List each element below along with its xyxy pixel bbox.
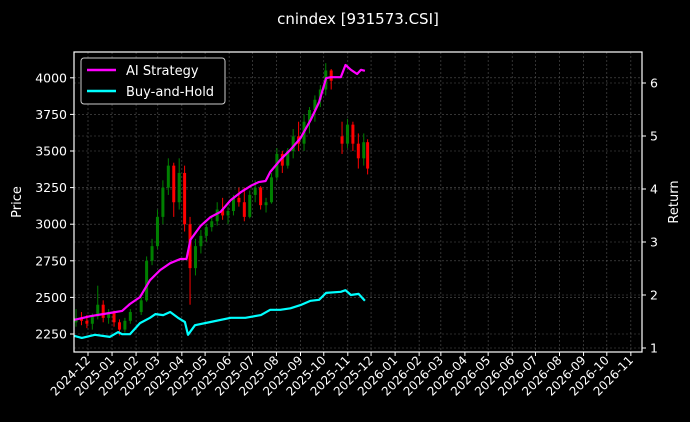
candle-body: [128, 312, 132, 321]
candle-body: [177, 172, 181, 203]
y2-tick-label: 3: [650, 235, 658, 250]
candle-body: [313, 99, 317, 111]
candle-body: [145, 260, 149, 301]
candle-body: [85, 320, 89, 324]
candle-body: [237, 197, 241, 203]
candle-body: [362, 142, 366, 159]
candle-body: [226, 211, 230, 216]
series-line-ai-strategy: [73, 63, 366, 321]
y2-tick-label: 4: [650, 182, 658, 197]
candle-body: [242, 202, 246, 217]
candle-body: [215, 209, 219, 222]
candle-body: [166, 165, 170, 188]
candle-body: [291, 136, 295, 151]
candle-body: [264, 202, 268, 206]
candle-body: [210, 221, 214, 228]
y2-tick-label: 6: [650, 76, 658, 91]
y2-tick-label: 1: [650, 341, 658, 356]
candle-body: [183, 172, 187, 225]
candle-body: [172, 165, 176, 203]
legend-label-buyhold: Buy-and-Hold: [126, 85, 214, 100]
candle-body: [248, 194, 252, 217]
candle-body: [221, 209, 225, 216]
candle-body: [280, 153, 284, 166]
y-axis-return: 1 2 3 4 5 6: [642, 76, 658, 356]
candle-body: [161, 187, 165, 217]
candle-body: [253, 187, 257, 195]
candle-body: [345, 124, 349, 144]
candle-body: [150, 246, 154, 261]
x-axis: 2024-122025-012025-022025-032025-042025-…: [48, 352, 636, 399]
legend: AI Strategy Buy-and-Hold: [80, 57, 226, 105]
candle-body: [259, 187, 263, 206]
candle-body: [351, 124, 355, 144]
return-lines: [73, 63, 366, 339]
legend-label-strategy: AI Strategy: [126, 64, 199, 79]
candle-body: [193, 246, 197, 269]
candle-body: [107, 312, 111, 318]
legend-box: [80, 57, 226, 105]
candle-body: [112, 312, 116, 323]
y-axis-price: 2250 2500 2750 3000 3250 3500 3750 4000: [35, 70, 74, 342]
candle-body: [155, 216, 159, 247]
y2-tick-label: 2: [650, 288, 658, 303]
y-tick-label: 2250: [35, 327, 67, 342]
y-tick-label: 2750: [35, 253, 67, 268]
y-tick-label: 4000: [35, 70, 67, 85]
y-axis-label: Price: [10, 186, 25, 218]
candle-body: [139, 300, 143, 313]
candle-body: [96, 304, 100, 317]
candle-body: [366, 142, 370, 169]
candle-body: [329, 70, 333, 81]
candle-body: [79, 317, 83, 321]
candle-body: [307, 110, 311, 122]
y-tick-label: 3000: [35, 217, 67, 232]
y2-tick-label: 5: [650, 129, 658, 144]
candle-body: [117, 322, 121, 330]
y-tick-label: 3750: [35, 107, 67, 122]
series-line-buy-and-hold: [73, 289, 366, 339]
y-tick-label: 3500: [35, 144, 67, 159]
candle-body: [204, 227, 208, 236]
y2-axis-label: Return: [667, 180, 682, 223]
y-tick-label: 3250: [35, 180, 67, 195]
plot-frame: [73, 51, 643, 353]
candle-body: [269, 177, 273, 203]
candle-body: [101, 304, 105, 318]
candle-body: [356, 143, 360, 159]
candle-body: [340, 136, 344, 144]
chart-title: cnindex [931573.CSI]: [277, 10, 439, 28]
candle-body: [199, 235, 203, 247]
candle-body: [231, 197, 235, 212]
candle-body: [90, 316, 94, 324]
candle-body: [286, 151, 290, 166]
candle-body: [123, 320, 127, 330]
y-tick-label: 2500: [35, 290, 67, 305]
